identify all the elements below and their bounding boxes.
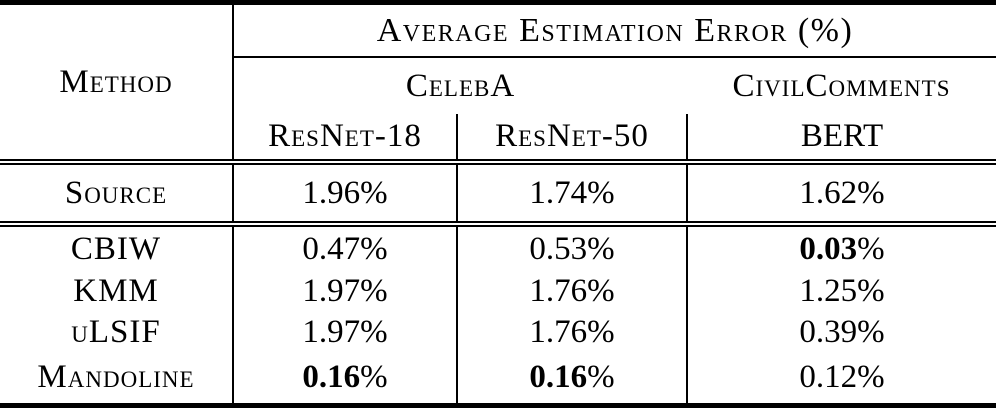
top-header-average-estimation-error: Average Estimation Error (%) [233,2,996,59]
table-row-mandoline: Mandoline 0.16% 0.16% 0.12% [0,351,996,406]
method-label-ulsif: uLSIF [0,311,234,352]
value-cell: 1.96% [233,159,458,225]
value-number: 0.53 [529,231,588,268]
value-number: 1.74 [529,175,588,212]
value-number: 0.03 [799,231,858,268]
value-cell: 0.03% [687,221,996,272]
header-row-models: ResNet-18 ResNet-50 BERT [0,113,996,163]
percent-sign: % [857,175,885,212]
value-number: 1.25 [799,273,858,310]
percent-sign: % [360,175,388,212]
value-cell: 0.16% [457,351,688,406]
percent-sign: % [857,231,885,268]
value-cell: 0.39% [687,312,996,352]
percent-sign: % [587,273,615,310]
method-label-kmm: KMM [0,271,234,312]
value-number: 0.12 [799,359,858,396]
value-cell: 0.53% [457,221,688,272]
percent-sign: % [360,359,388,396]
value-cell: 1.25% [687,271,996,311]
value-number: 0.47 [302,231,361,268]
table-row-cbiw: CBIW 0.47% 0.53% 0.03% [0,221,996,272]
method-label-mandoline: Mandoline [0,351,234,406]
value-number: 1.97 [302,273,361,310]
percent-sign: % [857,313,885,350]
value-number: 1.96 [302,175,361,212]
value-cell: 0.16% [233,351,458,406]
value-cell: 1.97% [233,271,458,312]
percent-sign: % [587,175,615,212]
header-row-datasets: CelebA CivilComments [0,57,996,114]
method-label-cbiw: CBIW [0,221,234,272]
table-row-kmm: KMM 1.97% 1.76% 1.25% [0,271,996,312]
percent-sign: % [360,273,388,310]
value-cell: 0.12% [687,352,996,406]
value-number: 1.62 [799,175,858,212]
model-header-bert: BERT [800,118,884,155]
header-row-title: Method Average Estimation Error (%) [0,2,996,163]
value-cell: 1.97% [233,311,458,352]
percent-sign: % [587,359,615,396]
percent-sign: % [587,313,615,350]
value-number: 1.76 [529,313,588,350]
value-cell: 1.76% [457,311,688,352]
value-cell: 1.74% [457,159,688,225]
model-header-resnet50: ResNet-50 [457,113,688,163]
table-row-ulsif: uLSIF 1.97% 1.76% 0.39% [0,311,996,352]
dataset-header-celeba: CelebA [405,67,516,104]
value-number: 0.39 [799,313,858,350]
percent-sign: % [857,273,885,310]
percent-sign: % [857,359,885,396]
method-label-source: Source [0,159,234,225]
value-number: 1.97 [302,313,361,350]
percent-sign: % [360,313,388,350]
value-cell: 1.62% [687,159,996,225]
dataset-header-civilcomments: CivilComments [732,67,951,104]
table-row-source: Source 1.96% 1.74% 1.62% [0,159,996,225]
method-column-header: Method [0,2,234,163]
value-cell: 0.47% [233,221,458,272]
value-cell: 1.76% [457,271,688,312]
percent-sign: % [587,231,615,268]
value-number: 0.16 [302,359,361,396]
value-number: 1.76 [529,273,588,310]
percent-sign: % [360,231,388,268]
model-header-resnet18: ResNet-18 [233,113,458,163]
value-number: 0.16 [529,359,588,396]
